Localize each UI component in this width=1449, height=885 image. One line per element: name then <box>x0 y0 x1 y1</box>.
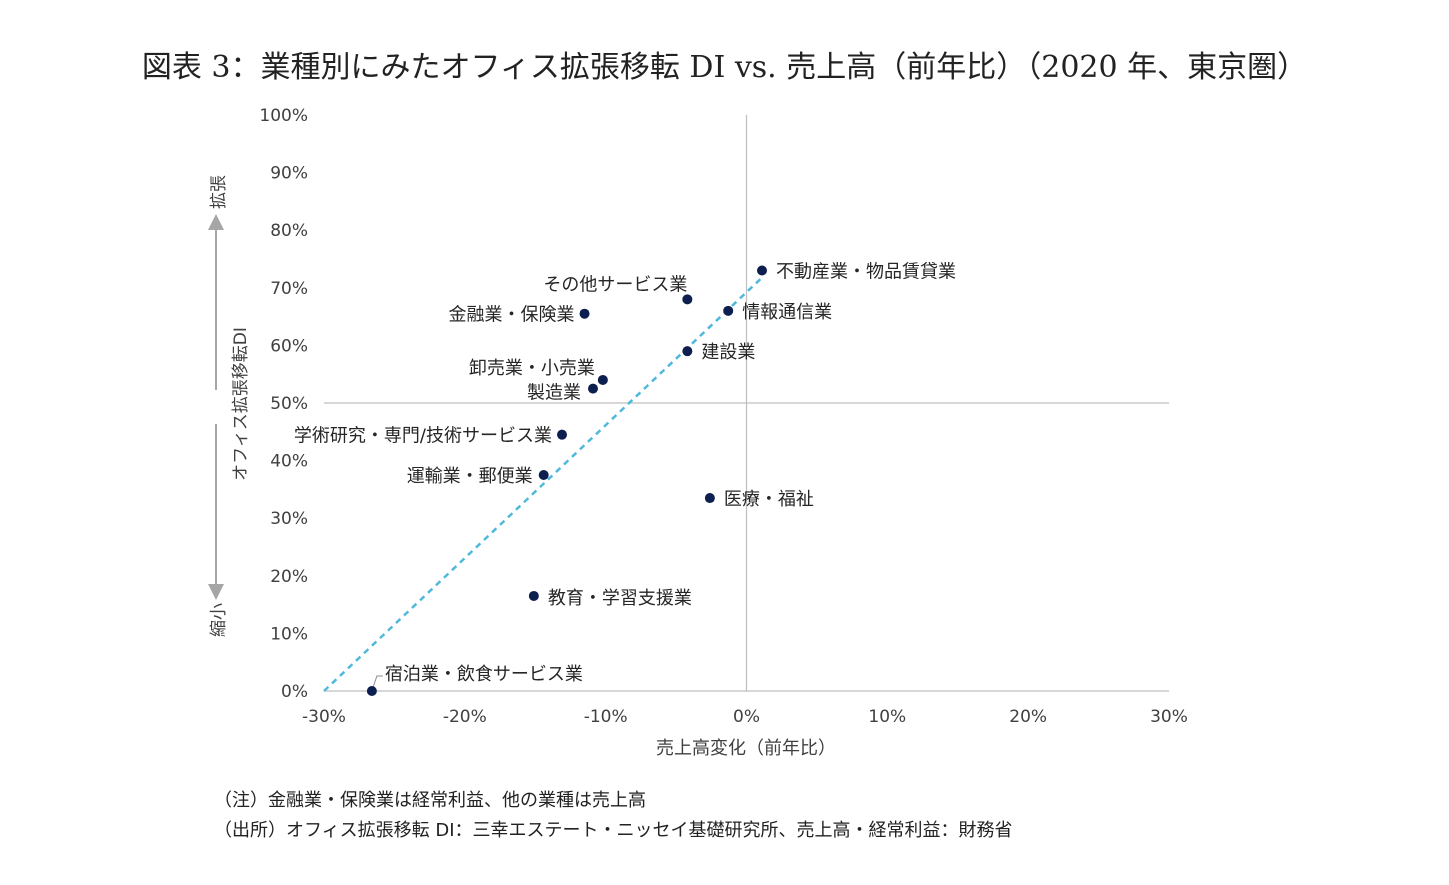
y-tick-label: 30% <box>270 509 308 529</box>
data-point <box>538 470 549 480</box>
data-point <box>704 493 715 504</box>
data-point <box>723 305 734 316</box>
x-tick-label: 30% <box>1150 707 1188 727</box>
y-tick-label: 70% <box>270 279 308 299</box>
data-point-label: 宿泊業・飲食サービス業 <box>385 664 583 685</box>
data-point <box>366 686 377 696</box>
footnote-note: （注）金融業・保険業は経常利益、他の業種は売上高 <box>214 790 646 811</box>
data-point <box>682 294 693 305</box>
data-point-label: 運輸業・郵便業 <box>407 466 533 487</box>
data-point <box>682 346 693 357</box>
y-tick-label: 0% <box>281 682 308 702</box>
data-point-label: 製造業 <box>527 383 581 404</box>
data-point <box>528 590 539 601</box>
data-point-label: 情報通信業 <box>742 302 832 323</box>
data-point-label: 不動産業・物品賃貸業 <box>776 262 956 283</box>
data-point-label: 建設業 <box>701 342 755 363</box>
data-point-label: 卸売業・小売業 <box>469 358 595 379</box>
x-axis-label: 売上高変化（前年比） <box>656 738 836 759</box>
y-tick-label: 50% <box>270 394 308 414</box>
tick-labels: -30% -20% -10% 0% 10% 20% 30% 0% 10% 20% 30% 40% 50%… <box>259 106 1188 727</box>
data-point-label: 教育・学習支援業 <box>548 588 692 609</box>
y-axis-label: オフィス拡張移転DI <box>231 327 251 481</box>
x-tick-label: 0% <box>733 707 760 727</box>
x-tick-label: 20% <box>1009 707 1047 727</box>
footnote-source: （出所）オフィス拡張移転 DI：三幸エステート・ニッセイ基礎研究所、売上高・経常… <box>214 820 1013 841</box>
x-tick-label: -30% <box>302 707 346 727</box>
chart-title: 図表 3：業種別にみたオフィス拡張移転 DI vs. 売上高（前年比）（2020… <box>141 50 1308 85</box>
axes-layer <box>324 115 1169 692</box>
y-tick-label: 90% <box>270 164 308 184</box>
trendline <box>323 275 765 692</box>
y-axis-label-group: オフィス拡張移転DI 拡張 縮小 <box>208 175 251 637</box>
data-point <box>579 308 590 319</box>
y-tick-label: 10% <box>270 624 308 644</box>
trendline-layer <box>323 275 765 692</box>
y-tick-label: 40% <box>270 452 308 472</box>
data-point-label: その他サービス業 <box>543 274 687 295</box>
y-tick-label: 60% <box>270 336 308 356</box>
data-point <box>597 374 608 385</box>
data-point <box>557 429 568 440</box>
data-point-label: 学術研究・専門/技術サービス業 <box>294 426 552 447</box>
x-tick-label: -20% <box>443 707 487 727</box>
y-tick-label: 80% <box>270 221 308 241</box>
data-point-label: 金融業・保険業 <box>449 305 575 326</box>
x-tick-label: -10% <box>584 707 628 727</box>
y-axis-label-expand: 拡張 <box>209 175 229 209</box>
y-tick-label: 20% <box>270 567 308 587</box>
data-point <box>756 265 767 276</box>
y-tick-label: 100% <box>259 106 308 126</box>
y-axis-label-shrink: 縮小 <box>209 603 229 637</box>
data-point-label: 医療・福祉 <box>724 489 814 510</box>
data-point <box>587 383 598 394</box>
x-tick-label: 10% <box>868 707 906 727</box>
label-leader-line <box>372 675 383 689</box>
